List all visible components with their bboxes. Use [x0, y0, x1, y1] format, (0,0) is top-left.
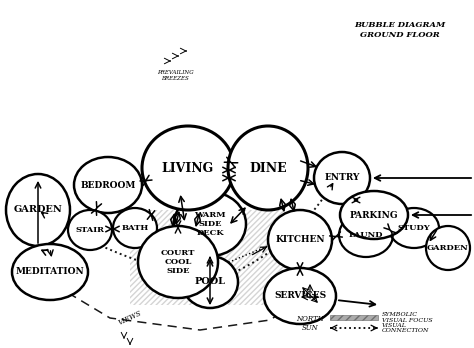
- Ellipse shape: [389, 208, 439, 248]
- Text: BUBBLE DIAGRAM
GROUND FLOOR: BUBBLE DIAGRAM GROUND FLOOR: [355, 21, 446, 39]
- Ellipse shape: [228, 126, 308, 210]
- Ellipse shape: [113, 208, 157, 248]
- Ellipse shape: [340, 191, 408, 239]
- Text: SYMBOLIC
VISUAL FOCUS: SYMBOLIC VISUAL FOCUS: [382, 312, 433, 323]
- Text: PARKING: PARKING: [350, 211, 398, 220]
- Text: VISUAL
CONNECTION: VISUAL CONNECTION: [382, 323, 429, 333]
- Ellipse shape: [426, 226, 470, 270]
- Text: BEDROOM: BEDROOM: [80, 181, 136, 190]
- Text: ENTRY: ENTRY: [324, 174, 360, 182]
- Ellipse shape: [68, 210, 112, 250]
- Text: SERVICES: SERVICES: [274, 292, 326, 301]
- Text: KITCHEN: KITCHEN: [275, 236, 325, 245]
- Ellipse shape: [174, 192, 246, 256]
- Text: PREVAILING
BREEZES: PREVAILING BREEZES: [157, 70, 193, 81]
- Ellipse shape: [264, 268, 336, 324]
- Ellipse shape: [314, 152, 370, 204]
- Text: STUDY: STUDY: [398, 224, 430, 232]
- Ellipse shape: [6, 174, 70, 246]
- Ellipse shape: [182, 256, 238, 308]
- Ellipse shape: [339, 213, 393, 257]
- Text: COURT
COOL
SIDE: COURT COOL SIDE: [161, 249, 195, 275]
- Bar: [330, 315, 378, 320]
- Text: LIVING: LIVING: [162, 161, 214, 174]
- Ellipse shape: [138, 226, 218, 298]
- Text: STAIR: STAIR: [75, 226, 104, 234]
- Text: LAUND: LAUND: [349, 231, 383, 239]
- Text: NORTH
SUN: NORTH SUN: [296, 315, 324, 332]
- Text: GARDEN: GARDEN: [427, 244, 469, 252]
- Ellipse shape: [268, 210, 332, 270]
- Text: GARDEN: GARDEN: [14, 206, 63, 214]
- Text: POOL: POOL: [194, 277, 226, 286]
- Ellipse shape: [74, 157, 142, 213]
- Text: VIEWS: VIEWS: [117, 309, 143, 327]
- Text: DINE: DINE: [249, 161, 287, 174]
- Text: BATH: BATH: [121, 224, 149, 232]
- Text: WARM
SIDE
DECK: WARM SIDE DECK: [194, 211, 226, 237]
- Ellipse shape: [12, 244, 88, 300]
- Text: MEDITATION: MEDITATION: [16, 268, 84, 277]
- Ellipse shape: [142, 126, 234, 210]
